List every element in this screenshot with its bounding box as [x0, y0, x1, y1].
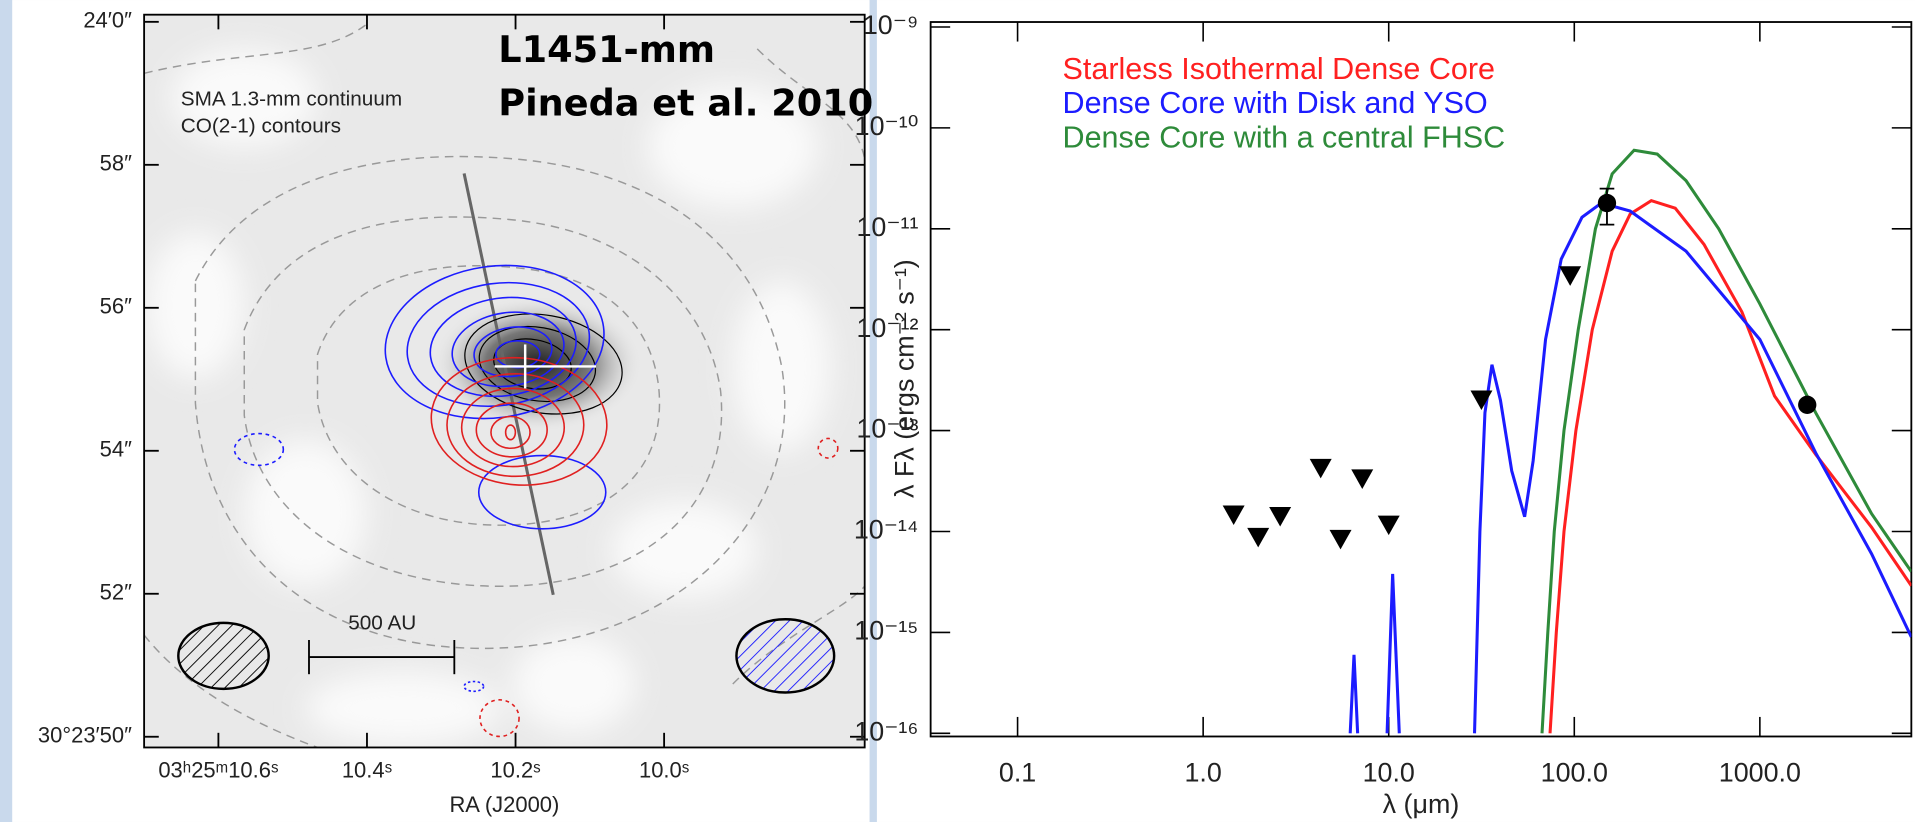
y-tick-label: 10⁻¹⁵ — [854, 615, 918, 645]
annotation: CO(2-1) contours — [181, 115, 341, 138]
continuum-beam — [178, 623, 268, 689]
detection — [1598, 194, 1616, 212]
y-tick-label: 10⁻¹⁶ — [854, 716, 918, 746]
x-tick-label: 03ʰ25ᵐ10.6ˢ — [158, 758, 278, 783]
figure: 03ʰ25ᵐ10.6ˢ 10.4ˢ 10.2ˢ 10.0ˢ 30°23′50″ 52″ 54… — [0, 0, 1915, 822]
x-tick-label: 1.0 — [1184, 757, 1221, 787]
chart-title: L1451-mm — [498, 28, 715, 71]
y-axis-label: λ Fλ (ergs cm⁻² s⁻¹) — [889, 259, 919, 498]
annotation: 500 AU — [348, 612, 416, 635]
detection — [1798, 396, 1816, 414]
y-tick-label: 58″ — [100, 151, 132, 176]
x-tick-label: 0.1 — [999, 757, 1036, 787]
y-tick-label: 54″ — [100, 437, 132, 462]
y-tick-label: 30°23′50″ — [38, 723, 132, 748]
y-tick-label: 52″ — [100, 580, 132, 605]
x-tick-label: 1000.0 — [1719, 757, 1801, 787]
x-tick-label: 10.4ˢ — [342, 758, 392, 783]
page: {"chart_data": [ {"type": "image", "titl… — [0, 0, 1915, 822]
x-tick-label: 10.2ˢ — [490, 758, 540, 783]
legend-entry: Dense Core with Disk and YSO — [1063, 86, 1488, 120]
x-tick-label: 100.0 — [1541, 757, 1608, 787]
x-tick-label: 10.0ˢ — [639, 758, 689, 783]
y-tick-label: 10⁻¹¹ — [856, 212, 918, 242]
y-tick-label: 10⁻¹⁰ — [855, 111, 919, 141]
y-tick-label: 10⁻¹⁴ — [854, 515, 919, 545]
co-beam — [736, 619, 834, 692]
legend-entry: Starless Isothermal Dense Core — [1063, 52, 1495, 86]
chart-subtitle: Pineda et al. 2010 — [498, 82, 873, 125]
x-axis-label: RA (J2000) — [449, 792, 559, 817]
annotation: SMA 1.3-mm continuum — [181, 88, 402, 111]
y-tick-label: 10⁻⁹ — [863, 10, 919, 40]
y-tick-label: 24′0″ — [83, 8, 132, 33]
legend-entry: Dense Core with a central FHSC — [1063, 120, 1506, 154]
y-tick-label: 56″ — [100, 294, 132, 319]
x-axis-label: λ (μm) — [1383, 789, 1460, 819]
x-tick-label: 10.0 — [1363, 757, 1415, 787]
